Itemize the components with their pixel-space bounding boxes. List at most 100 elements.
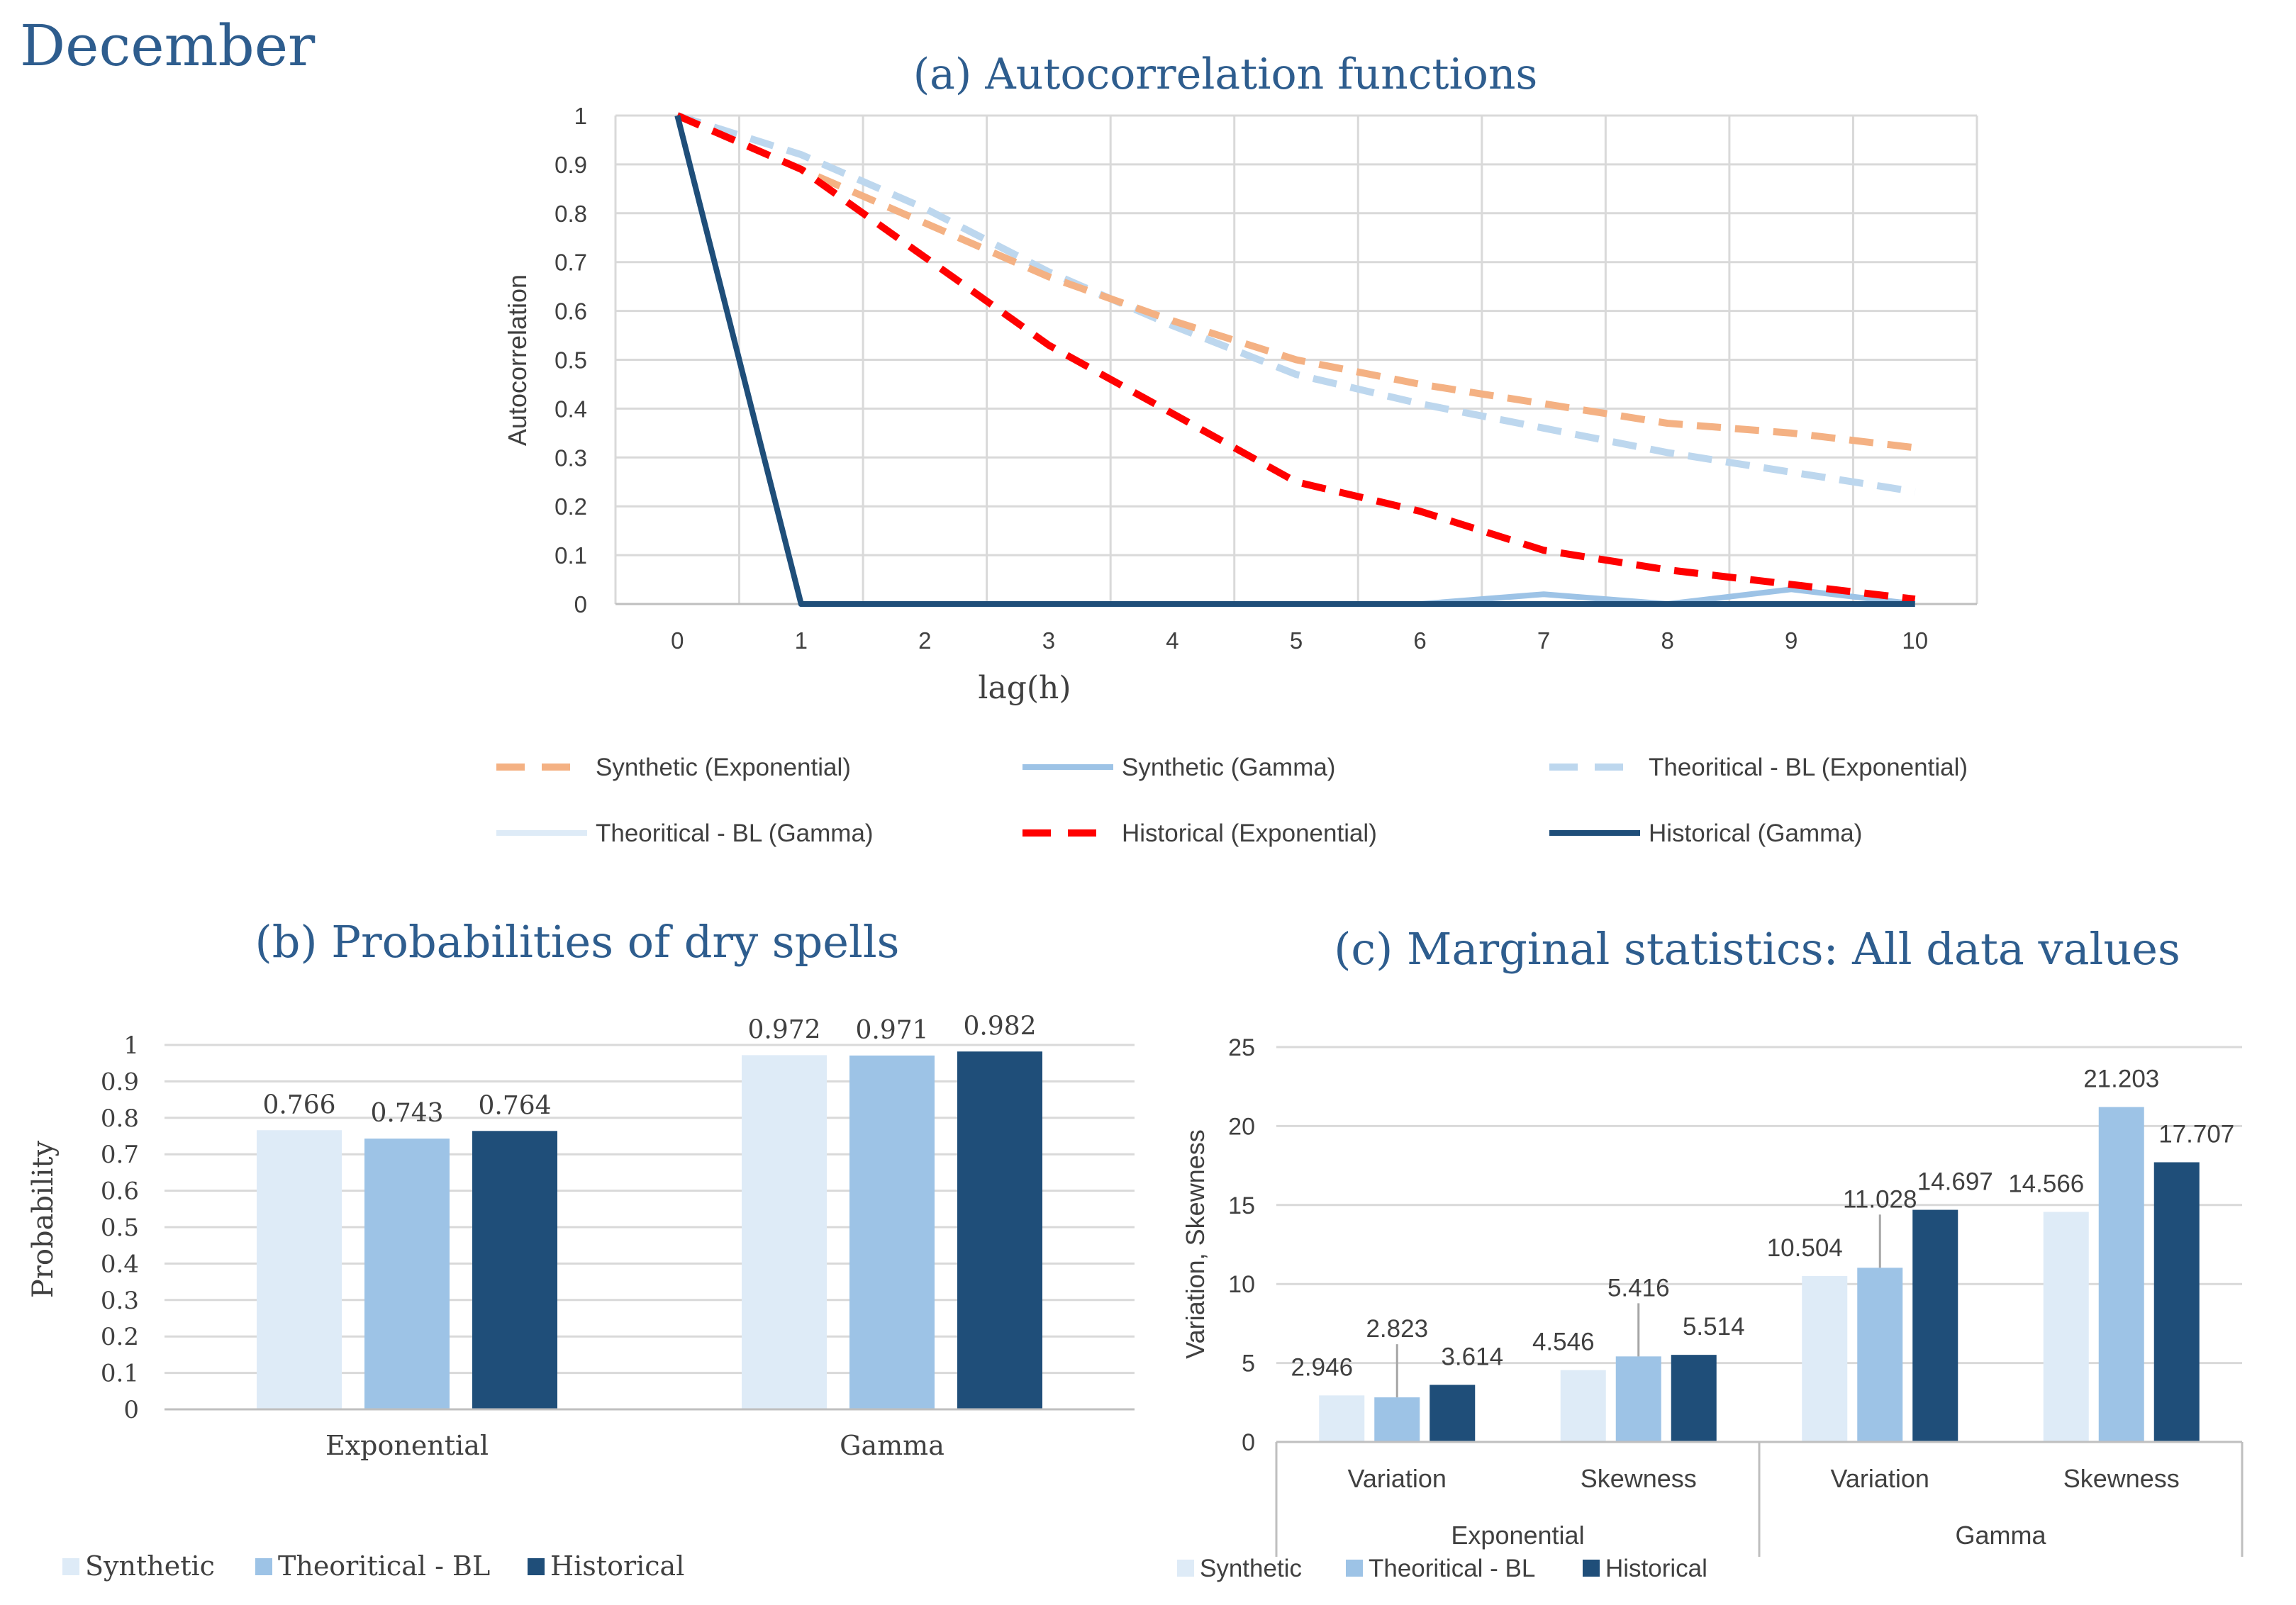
chart-a-title: (a) Autocorrelation functions bbox=[913, 50, 1538, 99]
chart-b-ylabel: Probability bbox=[27, 1140, 60, 1298]
chart-b-legend-swatch bbox=[528, 1558, 545, 1575]
chart-c-legend-label: Theoritical - BL bbox=[1369, 1555, 1535, 1582]
chart-c-data-label: 21.203 bbox=[2083, 1066, 2159, 1093]
chart-b-data-label: 0.971 bbox=[855, 1016, 928, 1045]
chart-c-ytick: 10 bbox=[1228, 1271, 1255, 1298]
chart-b-data-label: 0.982 bbox=[963, 1012, 1036, 1041]
chart-a-xtick: 7 bbox=[1537, 627, 1550, 654]
chart-c-legend-swatch bbox=[1177, 1560, 1194, 1577]
chart-b-ytick: 0.9 bbox=[101, 1068, 139, 1096]
chart-c-data-label: 4.546 bbox=[1532, 1329, 1595, 1356]
chart-a-xtick: 3 bbox=[1042, 627, 1055, 654]
chart-c-legend-swatch bbox=[1346, 1560, 1363, 1577]
chart-c-legend-label: Historical bbox=[1605, 1555, 1707, 1582]
chart-c-bar bbox=[1374, 1397, 1420, 1442]
chart-b-ytick: 0.5 bbox=[101, 1214, 139, 1242]
chart-a-legend-label: Theoritical - BL (Exponential) bbox=[1649, 754, 1968, 781]
chart-a-legend-label: Synthetic (Exponential) bbox=[596, 754, 851, 781]
chart-a-ytick: 0.2 bbox=[555, 493, 587, 520]
chart-c-bar bbox=[1912, 1209, 1958, 1442]
chart-a-xtick: 1 bbox=[795, 627, 808, 654]
chart-a-ytick: 0.4 bbox=[555, 396, 587, 422]
chart-c-title: (c) Marginal statistics: All data values bbox=[1334, 923, 2180, 975]
chart-c-data-label: 3.614 bbox=[1441, 1343, 1503, 1370]
chart-c-bar bbox=[2153, 1162, 2200, 1442]
chart-b-ytick: 0.2 bbox=[101, 1323, 139, 1351]
chart-a-ytick: 1 bbox=[574, 103, 587, 129]
chart-a-series-line bbox=[674, 115, 1915, 607]
chart-c-category-label: Variation bbox=[1348, 1464, 1447, 1493]
chart-b-data-label: 0.972 bbox=[747, 1015, 820, 1044]
chart-c-ylabel: Variation, Skewness bbox=[1181, 1129, 1210, 1359]
chart-c-bar bbox=[1802, 1275, 1848, 1442]
chart-b-data-label: 0.743 bbox=[370, 1099, 443, 1128]
chart-c-ytick: 0 bbox=[1242, 1429, 1255, 1456]
chart-c-bar bbox=[1857, 1268, 1903, 1442]
chart-a-ytick: 0.7 bbox=[555, 250, 587, 276]
chart-c-ytick: 20 bbox=[1228, 1113, 1255, 1140]
chart-c-data-label: 2.823 bbox=[1366, 1315, 1428, 1343]
chart-a-ylabel: Autocorrelation bbox=[503, 274, 532, 446]
chart-b-category-label: Gamma bbox=[840, 1430, 944, 1461]
chart-c-ytick: 15 bbox=[1228, 1192, 1255, 1219]
chart-c-category-label: Variation bbox=[1831, 1464, 1929, 1493]
chart-b-bar bbox=[257, 1130, 342, 1409]
chart-a-legend-label: Historical (Gamma) bbox=[1649, 820, 1862, 847]
chart-b-ytick: 0.1 bbox=[101, 1360, 139, 1388]
chart-c-group-label: Gamma bbox=[1955, 1521, 2046, 1550]
chart-b-category-label: Exponential bbox=[325, 1430, 489, 1461]
chart-c-data-label: 5.416 bbox=[1607, 1274, 1670, 1302]
chart-c-category-label: Skewness bbox=[1581, 1464, 1697, 1493]
chart-a-series-line bbox=[676, 112, 1916, 452]
chart-c-data-label: 2.946 bbox=[1291, 1353, 1353, 1381]
chart-c-data-label: 10.504 bbox=[1767, 1234, 1843, 1262]
chart-c-bar bbox=[2043, 1212, 2089, 1442]
chart-c-bar bbox=[1615, 1356, 1661, 1442]
chart-a-series-line bbox=[676, 112, 1916, 496]
chart-c-data-label: 14.697 bbox=[1917, 1168, 1993, 1196]
chart-a-xtick: 5 bbox=[1290, 627, 1303, 654]
chart-a-xtick: 4 bbox=[1166, 627, 1178, 654]
chart-a-ytick: 0.5 bbox=[555, 347, 587, 374]
page-heading: December bbox=[20, 13, 316, 79]
chart-a-xlabel: lag(h) bbox=[978, 670, 1071, 706]
chart-b-ytick: 0 bbox=[123, 1396, 139, 1424]
chart-a-xtick: 2 bbox=[918, 627, 931, 654]
chart-c-data-label: 5.514 bbox=[1683, 1313, 1745, 1341]
chart-b-data-label: 0.764 bbox=[478, 1091, 551, 1120]
chart-b-bar bbox=[957, 1051, 1042, 1409]
chart-c-bar bbox=[2098, 1107, 2144, 1442]
chart-b-bar bbox=[472, 1131, 557, 1409]
chart-c-legend-label: Synthetic bbox=[1200, 1555, 1302, 1582]
chart-b-legend-label: Historical bbox=[550, 1550, 684, 1582]
chart-c-data-label: 11.028 bbox=[1843, 1185, 1917, 1213]
chart-c-ytick: 25 bbox=[1228, 1034, 1255, 1061]
chart-a-xtick: 0 bbox=[671, 627, 684, 654]
chart-a-legend-label: Synthetic (Gamma) bbox=[1122, 754, 1335, 781]
chart-b-title: (b) Probabilities of dry spells bbox=[255, 916, 900, 968]
chart-b-bar bbox=[742, 1055, 827, 1409]
chart-a-ytick: 0.6 bbox=[555, 298, 587, 325]
chart-a-legend-label: Historical (Exponential) bbox=[1122, 820, 1377, 847]
chart-a-xtick: 9 bbox=[1785, 627, 1798, 654]
chart-a-ytick: 0.3 bbox=[555, 444, 587, 471]
chart-a-legend-label: Theoritical - BL (Gamma) bbox=[596, 820, 874, 847]
chart-a-xtick: 8 bbox=[1661, 627, 1673, 654]
chart-c-bar bbox=[1560, 1370, 1606, 1442]
chart-c-category-label: Skewness bbox=[2063, 1464, 2180, 1493]
chart-b-legend-swatch bbox=[62, 1558, 79, 1575]
chart-b-data-label: 0.766 bbox=[262, 1090, 335, 1119]
chart-b-bar bbox=[364, 1139, 450, 1409]
chart-c-data-label: 17.707 bbox=[2158, 1120, 2234, 1148]
chart-b-ytick: 0.4 bbox=[101, 1250, 139, 1278]
chart-a-xtick: 6 bbox=[1413, 627, 1426, 654]
chart-b-bar bbox=[849, 1055, 935, 1409]
chart-c-bar bbox=[1671, 1355, 1717, 1442]
chart-a-ytick: 0.8 bbox=[555, 201, 587, 227]
chart-c-ytick: 5 bbox=[1242, 1350, 1255, 1377]
chart-c-data-label: 14.566 bbox=[2008, 1170, 2084, 1197]
chart-a-xtick: 10 bbox=[1902, 627, 1928, 654]
chart-b-ytick: 0.8 bbox=[101, 1105, 139, 1133]
